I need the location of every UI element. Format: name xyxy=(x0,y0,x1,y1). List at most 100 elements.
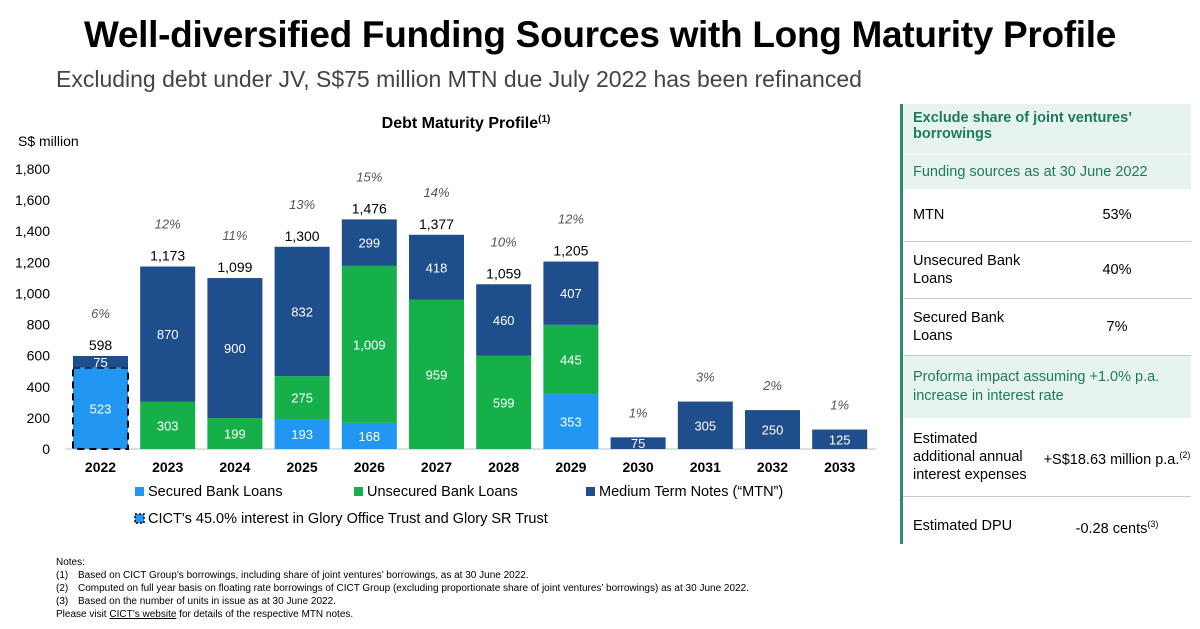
funding-value: 53% xyxy=(1102,207,1132,223)
bar-segment xyxy=(677,401,733,449)
bar-segment xyxy=(745,410,800,449)
legend-label: Medium Term Notes (“MTN”) xyxy=(599,484,783,500)
chart-title: Debt Maturity Profile(1) xyxy=(382,114,551,132)
bar-percentage-label: 12% xyxy=(558,212,584,227)
dpu-value: -0.28 cents(3) xyxy=(1075,518,1159,537)
bar-value-label: 523 xyxy=(90,401,112,416)
note-item: (3) Based on the number of units in issue… xyxy=(56,596,336,607)
bar-segment xyxy=(341,265,397,423)
bar-value-label: 1,009 xyxy=(353,337,386,352)
footnotes: Notes: (1) Based on CICT Group’s borrowin… xyxy=(56,556,749,621)
bar-segment xyxy=(274,376,330,419)
dpu-label: Estimated DPU xyxy=(913,518,1013,534)
bar-segment xyxy=(476,355,532,449)
page-title: Well-diversified Funding Sources with Lo… xyxy=(83,14,1117,55)
bar-value-label: 250 xyxy=(762,423,784,438)
bar-segment xyxy=(140,401,196,449)
bar-percentage-label: 1% xyxy=(629,405,648,420)
bar-segment xyxy=(409,234,464,300)
bar-segment xyxy=(341,422,397,449)
legend-label: Secured Bank Loans xyxy=(148,484,283,500)
funding-label: MTN xyxy=(913,207,945,223)
note-item: (2) Computed on full year basis on floati… xyxy=(56,583,749,594)
bar-segment xyxy=(812,429,868,449)
legend-swatch xyxy=(586,487,595,496)
debt-maturity-chart: Debt Maturity Profile(1) S$ million 0 200 40… xyxy=(15,114,876,527)
bar-value-label: 445 xyxy=(560,352,582,367)
x-tick-label: 2031 xyxy=(690,459,721,475)
bar-total-label: 1,300 xyxy=(285,228,320,244)
interest-expense-value: +S$18.63 million p.a.(2) xyxy=(1043,449,1191,468)
bar-value-label: 870 xyxy=(157,327,179,342)
bar-segment xyxy=(543,324,599,395)
bar-segment xyxy=(610,437,666,449)
y-tick-label: 1,800 xyxy=(15,161,50,177)
bar-percentage-label: 3% xyxy=(696,370,715,385)
bar-percentage-label: 11% xyxy=(222,228,247,243)
bar-value-label: 193 xyxy=(291,427,313,442)
bar-value-label: 832 xyxy=(291,304,313,319)
bar-percentage-label: 6% xyxy=(91,306,110,321)
legend-swatch xyxy=(354,487,363,496)
bar-segment xyxy=(409,299,464,449)
bar-value-label: 299 xyxy=(358,236,380,251)
bar-value-label: 168 xyxy=(358,429,380,444)
bar-value-label: 199 xyxy=(224,427,246,442)
funding-row-unsecured: Unsecured Bank Loans 40% xyxy=(903,242,1191,299)
y-tick-label: 1,400 xyxy=(15,223,50,239)
bar-segment xyxy=(341,219,397,266)
bar-segment xyxy=(543,394,599,449)
x-tick-label: 2026 xyxy=(354,459,385,475)
x-tick-label: 2032 xyxy=(757,459,788,475)
legend-swatch xyxy=(134,513,145,524)
bar-value-label: 275 xyxy=(291,391,313,406)
website-link[interactable]: CICT’s website xyxy=(109,609,177,620)
y-tick-label: 1,000 xyxy=(15,285,50,301)
funding-sources-heading: Funding sources as at 30 June 2022 xyxy=(903,155,1191,189)
bar-percentage-label: 10% xyxy=(491,234,517,249)
legend-label: CICT's 45.0% interest in Glory Office Tr… xyxy=(148,511,548,527)
y-tick-label: 600 xyxy=(27,348,51,364)
bar-percentage-label: 1% xyxy=(830,398,849,413)
x-tick-label: 2030 xyxy=(623,459,654,475)
x-tick-label: 2029 xyxy=(555,459,586,475)
bar-value-label: 303 xyxy=(157,418,179,433)
y-axis-label: S$ million xyxy=(18,133,79,149)
note-item: (1) Based on CICT Group’s borrowings, inc… xyxy=(56,570,529,581)
legend-label: Unsecured Bank Loans xyxy=(367,484,518,500)
bar-value-label: 900 xyxy=(224,341,246,356)
page-subtitle: Excluding debt under JV, S$75 million MT… xyxy=(56,66,862,92)
funding-row-secured: Secured Bank Loans 7% xyxy=(903,299,1191,356)
bar-percentage-label: 13% xyxy=(289,197,315,212)
bar-segment xyxy=(73,355,128,368)
bar-segment xyxy=(140,266,196,402)
bar-total-label: 1,099 xyxy=(217,259,252,275)
bar-percentage-label: 12% xyxy=(155,217,181,232)
bar-value-label: 305 xyxy=(694,418,716,433)
x-tick-label: 2025 xyxy=(287,459,318,475)
x-tick-label: 2024 xyxy=(219,459,250,475)
x-tick-label: 2033 xyxy=(824,459,855,475)
y-tick-label: 400 xyxy=(27,379,51,395)
bar-value-label: 75 xyxy=(631,436,645,451)
funding-value: 7% xyxy=(1106,319,1128,335)
funding-label: Unsecured Bank Loans xyxy=(913,253,1021,287)
notes-heading: Notes: xyxy=(56,557,85,568)
panel-header: Exclude share of joint ventures’ borrowi… xyxy=(903,104,1191,155)
bar-segment xyxy=(207,418,263,449)
bar-value-label: 418 xyxy=(426,260,448,275)
funding-sources-panel: Exclude share of joint ventures’ borrowi… xyxy=(900,104,1191,544)
bar-percentage-label: 15% xyxy=(356,169,382,184)
bar-value-label: 353 xyxy=(560,415,582,430)
funding-row-mtn: MTN 53% xyxy=(903,189,1191,242)
interest-expense-label: Estimated additional annual interest exp… xyxy=(913,431,1027,483)
bar-segment xyxy=(207,278,263,419)
bar-segment xyxy=(543,261,599,325)
bar-total-label: 1,059 xyxy=(486,265,521,281)
x-tick-label: 2022 xyxy=(85,459,116,475)
y-tick-label: 0 xyxy=(42,441,50,457)
bar-segment xyxy=(476,284,532,356)
y-tick-label: 200 xyxy=(27,410,51,426)
funding-label: Secured Bank Loans xyxy=(913,310,1005,344)
website-note: Please visit CICT’s website for details … xyxy=(56,609,354,620)
